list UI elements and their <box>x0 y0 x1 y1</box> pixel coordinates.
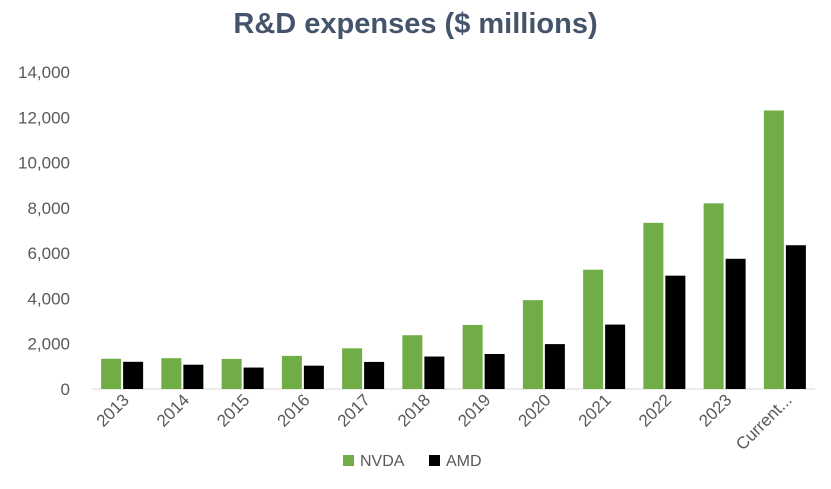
bar-nvda <box>462 324 483 389</box>
x-tick-label: 2023 <box>695 390 735 430</box>
bar-amd <box>544 344 565 389</box>
bar-nvda <box>402 335 423 389</box>
bar-amd <box>243 367 264 389</box>
y-tick-label: 6,000 <box>27 244 70 263</box>
bar-nvda <box>583 269 604 389</box>
x-tick-label: 2015 <box>213 390 253 430</box>
bar-nvda <box>643 222 664 389</box>
bar-nvda <box>221 358 242 389</box>
legend-label-amd: AMD <box>446 453 482 470</box>
y-tick-label: 12,000 <box>18 108 70 127</box>
x-tick-label: 2020 <box>515 390 555 430</box>
bar-nvda <box>703 203 724 389</box>
bar-amd <box>123 361 144 389</box>
bar-amd <box>665 275 686 389</box>
x-tick-label: 2019 <box>454 390 494 430</box>
legend-swatch-amd <box>429 455 440 466</box>
bar-amd <box>605 324 626 389</box>
legend-swatch-nvda <box>343 455 354 466</box>
x-tick-label: 2013 <box>93 390 133 430</box>
bar-amd <box>725 258 746 389</box>
bar-nvda <box>161 358 182 389</box>
x-tick-label: Current... <box>732 390 796 454</box>
bar-amd <box>364 361 385 389</box>
x-tick-label: 2017 <box>334 390 374 430</box>
bar-nvda <box>342 348 363 389</box>
bar-nvda <box>281 355 302 389</box>
bar-amd <box>484 353 505 389</box>
y-tick-label: 14,000 <box>18 63 70 82</box>
bars <box>101 110 806 389</box>
bar-amd <box>424 356 445 389</box>
x-tick-label: 2022 <box>635 390 675 430</box>
x-tick-label: 2021 <box>575 390 615 430</box>
x-tick-label: 2018 <box>394 390 434 430</box>
bar-nvda <box>101 358 122 389</box>
y-tick-label: 2,000 <box>27 335 70 354</box>
bar-amd <box>785 245 806 389</box>
bar-amd <box>183 364 204 389</box>
bar-nvda <box>522 300 543 389</box>
y-tick-label: 8,000 <box>27 199 70 218</box>
x-tick-label: 2014 <box>153 390 193 430</box>
legend: NVDA AMD <box>343 453 482 470</box>
bar-amd <box>303 365 324 389</box>
x-axis-labels: 2013 2014 2015 2016 2017 2018 2019 2020 2021 2022… <box>93 390 796 454</box>
y-tick-label: 0 <box>61 380 70 399</box>
x-tick-label: 2016 <box>274 390 314 430</box>
y-tick-label: 4,000 <box>27 289 70 308</box>
y-tick-label: 10,000 <box>18 154 70 173</box>
chart-title: R&D expenses ($ millions) <box>233 8 598 40</box>
y-axis-labels: 0 2,000 4,000 6,000 8,000 10,000 12,000 14,000 <box>18 63 70 399</box>
legend-label-nvda: NVDA <box>360 453 405 470</box>
bar-nvda <box>763 110 784 389</box>
